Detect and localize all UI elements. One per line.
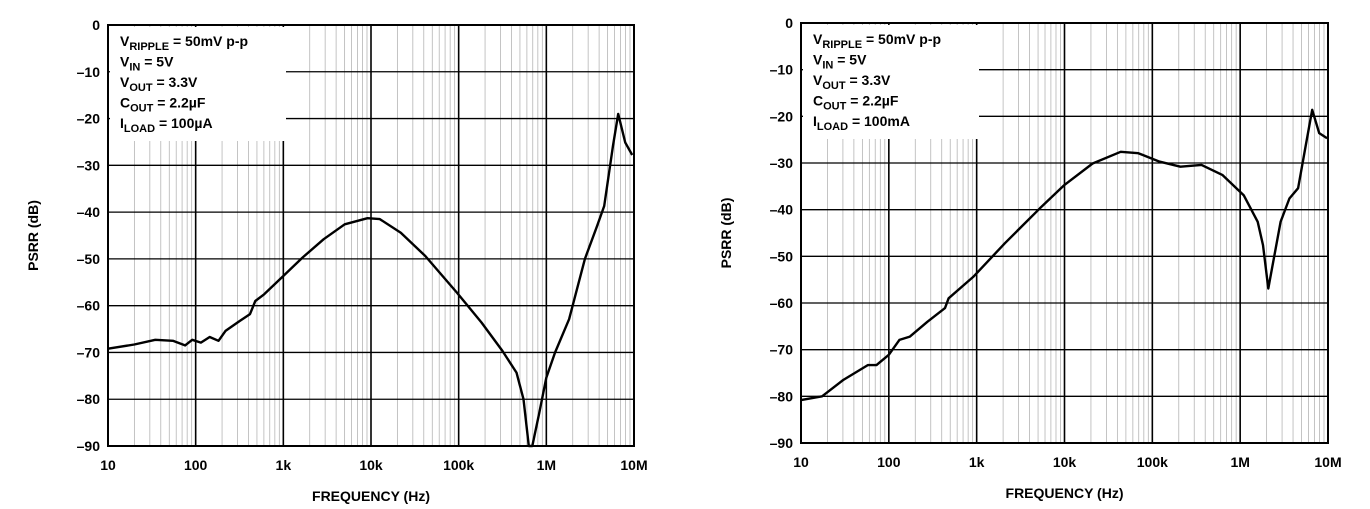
chart-1: 0 –10 –20 –30 –40 –50 –60 –70 –80 –90 10 100 1k 10k 10… [25, 17, 648, 504]
annotation-line: VOUT = 3.3V [120, 74, 198, 94]
plot-frame [107, 24, 635, 447]
annotation-line: COUT = 2.2µF [813, 93, 899, 113]
x-tick-label: 10 [100, 457, 116, 473]
x-axis-label: FREQUENCY (Hz) [1006, 485, 1124, 501]
x-tick-label: 10M [620, 457, 647, 473]
y-tick-label: –80 [77, 391, 101, 407]
series-line-psrr [107, 112, 634, 448]
annotation-line: VRIPPLE = 50mV p-p [813, 31, 941, 51]
y-tick-label: –90 [770, 435, 794, 451]
x-tick-label: 1M [537, 457, 556, 473]
x-tick-label: 10 [793, 454, 809, 470]
x-tick-label: 10M [1314, 454, 1341, 470]
x-tick-label: 10k [359, 457, 383, 473]
x-axis-label: FREQUENCY (Hz) [312, 488, 430, 504]
x-tick-label: 100k [1137, 454, 1168, 470]
y-tick-label: –30 [770, 155, 794, 171]
x-tick-label: 100 [184, 457, 208, 473]
y-tick-label: –20 [77, 111, 101, 127]
y-tick-label: –50 [77, 251, 101, 267]
series-line-psrr [800, 108, 1328, 402]
annotation-line: COUT = 2.2µF [120, 95, 206, 115]
y-axis-label: PSRR (dB) [25, 200, 41, 271]
y-tick-label: –30 [77, 157, 101, 173]
y-tick-label: –70 [770, 342, 794, 358]
annotation-line: ILOAD = 100mA [813, 113, 910, 133]
y-axis-label: PSRR (dB) [718, 198, 734, 269]
y-tick-label: –70 [77, 344, 101, 360]
annotation-box [110, 27, 286, 141]
annotation-line: VRIPPLE = 50mV p-p [120, 33, 248, 53]
y-tick-label: –90 [77, 438, 101, 454]
y-tick-label: –10 [770, 62, 794, 78]
plot-frame [800, 22, 1329, 444]
y-tick-label: –50 [770, 248, 794, 264]
x-tick-label: 1k [276, 457, 292, 473]
annotation-line: ILOAD = 100µA [120, 115, 213, 135]
y-tick-label: –60 [770, 295, 794, 311]
y-tick-label: –60 [77, 298, 101, 314]
y-tick-label: –40 [77, 204, 101, 220]
x-tick-label: 1M [1230, 454, 1249, 470]
y-tick-label: –80 [770, 388, 794, 404]
y-tick-label: 0 [785, 15, 793, 31]
x-tick-label: 100k [443, 457, 474, 473]
annotation-line: VIN = 5V [120, 54, 174, 74]
x-tick-label: 1k [969, 454, 985, 470]
chart-2: 0 –10 –20 –30 –40 –50 –60 –70 –80 –90 10 100 1k 10k 10… [718, 15, 1342, 501]
x-tick-label: 10k [1053, 454, 1077, 470]
annotation-line: VIN = 5V [813, 52, 867, 72]
y-tick-label: –20 [770, 108, 794, 124]
y-tick-label: –40 [770, 202, 794, 218]
y-tick-label: –10 [77, 64, 101, 80]
x-tick-label: 100 [877, 454, 901, 470]
annotation-box [803, 25, 979, 139]
annotation-line: VOUT = 3.3V [813, 72, 891, 92]
y-tick-label: 0 [92, 17, 100, 33]
